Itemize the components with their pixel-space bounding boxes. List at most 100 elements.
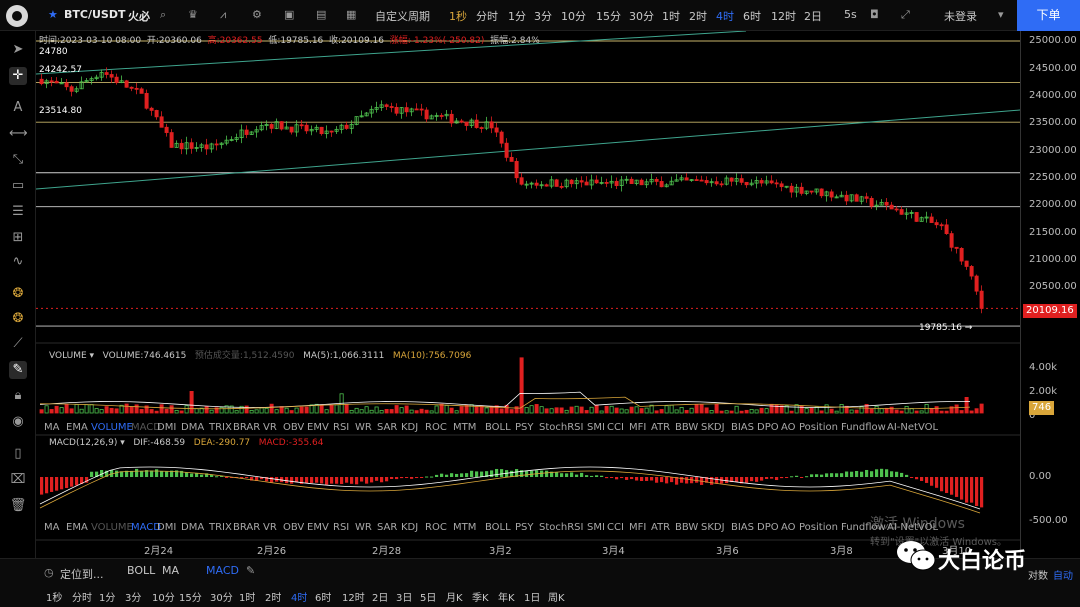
- symbol-name[interactable]: BTC/USDT: [64, 8, 126, 21]
- indicator-tab-bbw[interactable]: BBW: [675, 522, 699, 533]
- rectangle-icon[interactable]: ▭: [11, 178, 25, 193]
- indicator-tab-mtm[interactable]: MTM: [453, 422, 477, 433]
- indicator-tab-kdj[interactable]: KDJ: [401, 522, 419, 533]
- macd-title[interactable]: MACD(12,26,9): [49, 438, 118, 448]
- indicator-tab-fundflow[interactable]: Fundflow: [841, 422, 886, 433]
- bottom-period-10[interactable]: 6时: [315, 593, 332, 604]
- indicator-tab-kdj[interactable]: KDJ: [401, 422, 419, 433]
- bottom-period-8[interactable]: 2时: [265, 593, 282, 604]
- indicator-tab-atr[interactable]: ATR: [651, 522, 671, 533]
- bottom-period-1[interactable]: 分时: [72, 593, 92, 604]
- indicator-tab-cci[interactable]: CCI: [607, 422, 624, 433]
- indicator-tab-psy[interactable]: PSY: [515, 422, 534, 433]
- screenshot-icon[interactable]: ▣: [284, 8, 295, 21]
- log-scale-toggle[interactable]: 对数: [1028, 571, 1048, 582]
- bottom-period-5[interactable]: 15分: [179, 593, 202, 604]
- bottom-period-13[interactable]: 3日: [396, 593, 413, 604]
- price-axis[interactable]: 25000.00 24500.00 24000.00 23500.00 2300…: [1020, 31, 1080, 558]
- indicator-tab-ema[interactable]: EMA: [66, 522, 88, 533]
- indicator-tab-cci[interactable]: CCI: [607, 522, 624, 533]
- lock-drawing-icon[interactable]: ❂: [12, 311, 24, 326]
- edit-icon[interactable]: ✎: [246, 564, 256, 577]
- locate-to-button[interactable]: 定位到...: [60, 568, 104, 581]
- period-12h[interactable]: 12时: [771, 10, 796, 23]
- indicator-tab-position[interactable]: Position: [799, 522, 838, 533]
- camera-icon[interactable]: ◘: [870, 8, 879, 21]
- indicator-tab-stochrsi[interactable]: StochRSI: [539, 522, 584, 533]
- indicator-tab-vr[interactable]: VR: [263, 422, 277, 433]
- crown-icon[interactable]: ♛: [188, 8, 198, 21]
- magnet-icon[interactable]: ❂: [12, 286, 24, 301]
- kline-chart[interactable]: 时间:2023-03-10 08:00 开:20360.06 高:20362.5…: [36, 31, 1020, 558]
- ma-toggle[interactable]: MA: [162, 564, 180, 577]
- fibonacci-icon[interactable]: ⤡: [12, 152, 24, 167]
- bottom-period-7[interactable]: 1时: [239, 593, 256, 604]
- indicator-tab-smi[interactable]: SMI: [587, 522, 605, 533]
- indicator-tab-macd[interactable]: MACD: [131, 522, 161, 533]
- indicator-tab-ao[interactable]: AO: [781, 522, 796, 533]
- period-10m[interactable]: 10分: [561, 10, 586, 23]
- order-button[interactable]: 下单: [1017, 0, 1080, 31]
- lock-icon[interactable]: 🔒︎: [14, 388, 22, 403]
- measure-icon[interactable]: ⊞: [12, 230, 24, 245]
- indicator-tab-bias[interactable]: BIAS: [731, 422, 754, 433]
- bottom-period-3[interactable]: 3分: [125, 593, 142, 604]
- favorite-star-icon[interactable]: ★: [48, 8, 58, 21]
- indicator-tab-brar[interactable]: BRAR: [233, 522, 261, 533]
- bottom-period-14[interactable]: 5日: [420, 593, 437, 604]
- period-4h[interactable]: 4时: [716, 10, 734, 23]
- chevron-down-icon[interactable]: ▾: [998, 8, 1004, 21]
- indicator-tab-trix[interactable]: TRIX: [209, 522, 232, 533]
- indicator-tab-wr[interactable]: WR: [355, 522, 372, 533]
- indicator-tab-bias[interactable]: BIAS: [731, 522, 754, 533]
- indicator-tab-ai-netvol[interactable]: AI-NetVOL: [887, 522, 939, 533]
- bottom-period-19[interactable]: 周K: [548, 593, 565, 604]
- custom-period-dropdown[interactable]: 自定义周期: [375, 10, 430, 23]
- layout-grid-icon[interactable]: ▤: [316, 8, 327, 21]
- indicator-tab-atr[interactable]: ATR: [651, 422, 671, 433]
- eye-icon[interactable]: ◉: [12, 414, 24, 429]
- bottom-period-4[interactable]: 10分: [152, 593, 175, 604]
- macd-toggle[interactable]: MACD: [206, 564, 239, 577]
- bottom-period-11[interactable]: 12时: [342, 593, 365, 604]
- fullscreen-icon[interactable]: ⤢: [901, 8, 910, 21]
- search-icon[interactable]: ⌕: [160, 8, 167, 21]
- indicator-tab-bbw[interactable]: BBW: [675, 422, 699, 433]
- indicator-tab-boll[interactable]: BOLL: [485, 422, 511, 433]
- indicator-tab-brar[interactable]: BRAR: [233, 422, 261, 433]
- indicator-tab-dmi[interactable]: DMI: [157, 422, 177, 433]
- indicator-tab-vr[interactable]: VR: [263, 522, 277, 533]
- bottom-period-16[interactable]: 季K: [472, 593, 489, 604]
- indicator-tab-skdj[interactable]: SKDJ: [701, 522, 725, 533]
- indicator-tab-ma[interactable]: MA: [44, 422, 60, 433]
- bottom-period-9[interactable]: 4时: [291, 593, 308, 604]
- indicator-tab-dma[interactable]: DMA: [181, 522, 205, 533]
- period-15m[interactable]: 15分: [596, 10, 621, 23]
- trash-icon[interactable]: 🗑︎: [9, 498, 27, 513]
- chart-canvas[interactable]: [36, 31, 1020, 558]
- period-1m[interactable]: 1分: [508, 10, 526, 23]
- indicator-tab-ao[interactable]: AO: [781, 422, 796, 433]
- horizontal-line-icon[interactable]: ⟷: [9, 126, 28, 141]
- wave-icon[interactable]: ∿: [12, 254, 24, 269]
- indicator-tab-ai-netvol[interactable]: AI-NetVOL: [887, 422, 939, 433]
- indicator-tab-fundflow[interactable]: Fundflow: [841, 522, 886, 533]
- indicator-tab-wr[interactable]: WR: [355, 422, 372, 433]
- bottom-period-18[interactable]: 1日: [524, 593, 541, 604]
- cursor-arrow-icon[interactable]: ➤: [12, 42, 24, 57]
- indicator-tab-ma[interactable]: MA: [44, 522, 60, 533]
- indicator-tab-roc[interactable]: ROC: [425, 522, 447, 533]
- crosshair-icon[interactable]: ✛: [9, 67, 27, 85]
- indicator-tab-trix[interactable]: TRIX: [209, 422, 232, 433]
- auto-scale-toggle[interactable]: 自动: [1053, 571, 1073, 582]
- indicator-tab-dpo[interactable]: DPO: [757, 522, 779, 533]
- period-3m[interactable]: 3分: [534, 10, 552, 23]
- parallel-channel-icon[interactable]: ☰: [12, 204, 24, 219]
- indicator-tab-mfi[interactable]: MFI: [629, 422, 647, 433]
- indicator-tab-roc[interactable]: ROC: [425, 422, 447, 433]
- indicator-tab-emv[interactable]: EMV: [307, 422, 329, 433]
- indicator-tab-volume[interactable]: VOLUME: [91, 422, 133, 433]
- indicator-tab-sar[interactable]: SAR: [377, 522, 398, 533]
- pen-icon[interactable]: ✎: [9, 361, 27, 379]
- delete-drawing-icon[interactable]: ⌧: [10, 472, 26, 487]
